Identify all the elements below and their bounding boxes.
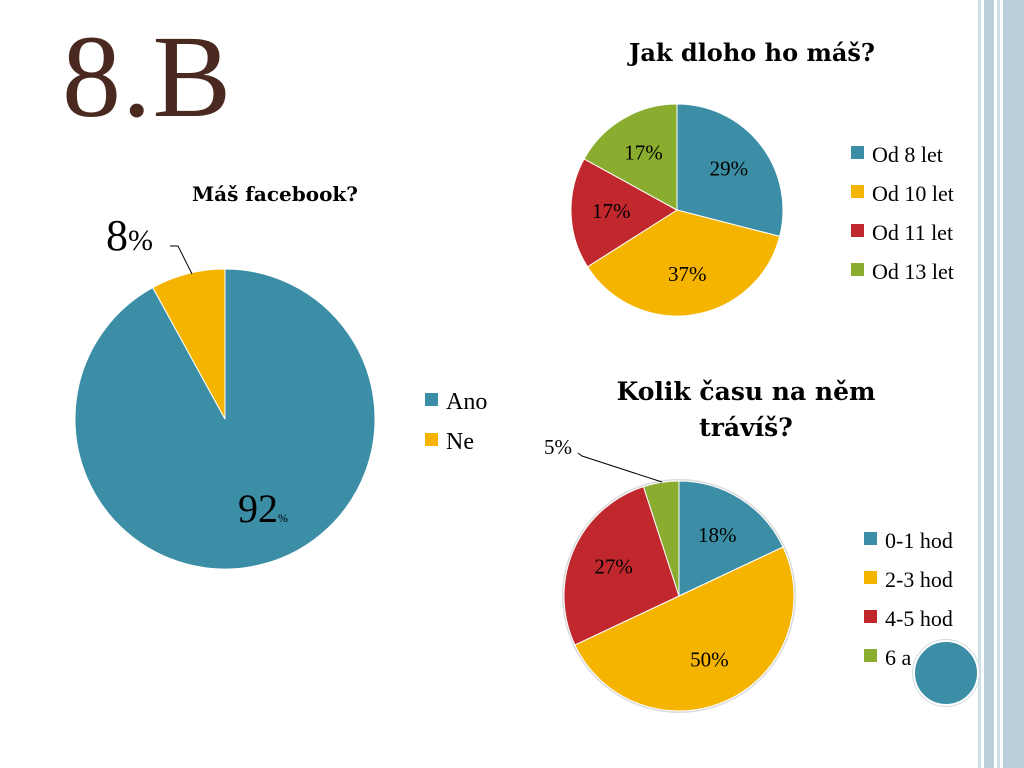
legend-item-0-1-hod: 0-1 hod <box>864 528 953 553</box>
legend-label: 0-1 hod <box>885 528 953 553</box>
legend-label: Od 11 let <box>872 220 953 245</box>
data-label-ne: 8% <box>106 211 153 260</box>
pie-slice-0-1-hod <box>678 480 784 597</box>
legend-label: 4-5 hod <box>885 606 953 631</box>
pie-slice-od-13-let <box>583 103 678 211</box>
data-label-0-1-hod: 18% <box>698 523 737 547</box>
data-label-ne-value: 8 <box>106 211 128 260</box>
pie-slice-2-3-hod <box>574 546 795 712</box>
data-label-od-13-let: 17% <box>624 140 663 164</box>
legend-item-od-11-let: Od 11 let <box>851 220 953 245</box>
chart-title: Máš facebook? <box>192 182 358 206</box>
legend-swatch <box>851 146 864 159</box>
decorative-circle <box>913 640 979 706</box>
legend-item-2-3-hod: 2-3 hod <box>864 567 953 592</box>
legend-swatch <box>864 571 877 584</box>
legend-swatch <box>425 433 438 446</box>
pie-slice-od-11-let <box>570 158 678 268</box>
slide-title: 8.B <box>62 11 233 142</box>
legend-label: Od 8 let <box>872 142 943 167</box>
data-label-ne-unit: % <box>128 224 153 257</box>
pie-slice-6-a-v-ce <box>642 480 680 597</box>
chart-title-line-1: Kolik času na něm <box>617 377 876 406</box>
legend-label: Od 13 let <box>872 259 954 284</box>
chart-facebook: Máš facebook? 8% 92% Ano Ne <box>74 182 487 570</box>
data-label-ano-value: 92 <box>238 486 278 531</box>
pie-slice-od-8-let <box>676 103 784 237</box>
legend-label: 2-3 hod <box>885 567 953 592</box>
chart-time-spent: Kolik času na něm trávíš? 18% 50% 27% 5% 0-… <box>544 377 953 713</box>
legend-item-od-8-let: Od 8 let <box>851 142 943 167</box>
legend-item-ne: Ne <box>425 429 474 455</box>
legend-item-od-13-let: Od 13 let <box>851 259 954 284</box>
legend-label: Od 10 let <box>872 181 954 206</box>
legend-item-4-5-hod: 4-5 hod <box>864 606 953 631</box>
chart-title-line-2: trávíš? <box>699 413 793 442</box>
pie-slice-ne <box>152 268 226 420</box>
legend-swatch <box>864 649 877 662</box>
legend-item-od-10-let: Od 10 let <box>851 181 954 206</box>
pie-slice-4-5-hod <box>563 485 680 646</box>
data-label-6-a-v-ce: 5% <box>544 435 572 459</box>
data-label-ano-unit: % <box>278 511 288 525</box>
legend-swatch <box>851 224 864 237</box>
chart-title: Jak dloho ho máš? <box>627 38 875 67</box>
legend-swatch <box>864 532 877 545</box>
leader-line <box>577 452 663 483</box>
legend-swatch <box>425 393 438 406</box>
legend-item-ano: Ano <box>425 389 487 415</box>
leader-line <box>170 245 193 275</box>
legend-swatch <box>864 610 877 623</box>
data-label-4-5-hod: 27% <box>594 555 633 579</box>
data-label-od-8-let: 29% <box>710 157 749 181</box>
data-label-od-10-let: 37% <box>668 262 707 286</box>
legend-label: Ne <box>446 429 474 455</box>
data-label-2-3-hod: 50% <box>690 648 729 672</box>
data-label-od-11-let: 17% <box>592 199 631 223</box>
data-label-ano: 92% <box>238 486 288 531</box>
decorative-stripes <box>976 0 1024 768</box>
legend-swatch <box>851 185 864 198</box>
legend-swatch <box>851 263 864 276</box>
legend-label: Ano <box>446 389 487 415</box>
chart-how-long: Jak dloho ho máš? 29% 37% 17% 17% Od 8 let O… <box>570 38 954 317</box>
